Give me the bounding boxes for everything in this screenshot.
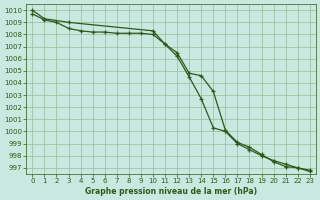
X-axis label: Graphe pression niveau de la mer (hPa): Graphe pression niveau de la mer (hPa) bbox=[85, 187, 257, 196]
